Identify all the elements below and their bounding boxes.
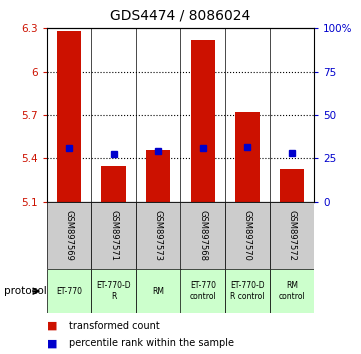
Text: RM: RM bbox=[152, 287, 164, 296]
Bar bbox=[270, 202, 314, 269]
Text: ET-770-D
R control: ET-770-D R control bbox=[230, 281, 265, 301]
Text: ■: ■ bbox=[47, 338, 57, 348]
Text: RM
control: RM control bbox=[278, 281, 305, 301]
Bar bbox=[57, 31, 82, 202]
Bar bbox=[101, 166, 126, 202]
Text: ET-770
control: ET-770 control bbox=[190, 281, 216, 301]
Bar bbox=[191, 40, 215, 202]
Bar bbox=[279, 169, 304, 202]
Bar bbox=[225, 202, 270, 269]
Text: GSM897568: GSM897568 bbox=[198, 210, 207, 261]
Text: GSM897572: GSM897572 bbox=[287, 210, 296, 261]
Bar bbox=[225, 269, 270, 313]
Bar bbox=[136, 202, 180, 269]
Bar bbox=[91, 269, 136, 313]
Bar bbox=[136, 269, 180, 313]
Bar bbox=[146, 150, 170, 202]
Bar bbox=[47, 202, 91, 269]
Bar bbox=[180, 269, 225, 313]
Text: GDS4474 / 8086024: GDS4474 / 8086024 bbox=[110, 9, 251, 23]
Bar bbox=[235, 112, 260, 202]
Text: ET-770-D
R: ET-770-D R bbox=[96, 281, 131, 301]
Text: protocol: protocol bbox=[4, 286, 46, 296]
Text: ■: ■ bbox=[47, 321, 57, 331]
Text: GSM897571: GSM897571 bbox=[109, 210, 118, 261]
Bar bbox=[91, 202, 136, 269]
Text: ET-770: ET-770 bbox=[56, 287, 82, 296]
Text: GSM897569: GSM897569 bbox=[65, 210, 74, 261]
Bar bbox=[270, 269, 314, 313]
Text: percentile rank within the sample: percentile rank within the sample bbox=[69, 338, 234, 348]
Text: GSM897573: GSM897573 bbox=[154, 210, 163, 261]
Text: GSM897570: GSM897570 bbox=[243, 210, 252, 261]
Bar bbox=[180, 202, 225, 269]
Bar bbox=[47, 269, 91, 313]
Text: transformed count: transformed count bbox=[69, 321, 159, 331]
